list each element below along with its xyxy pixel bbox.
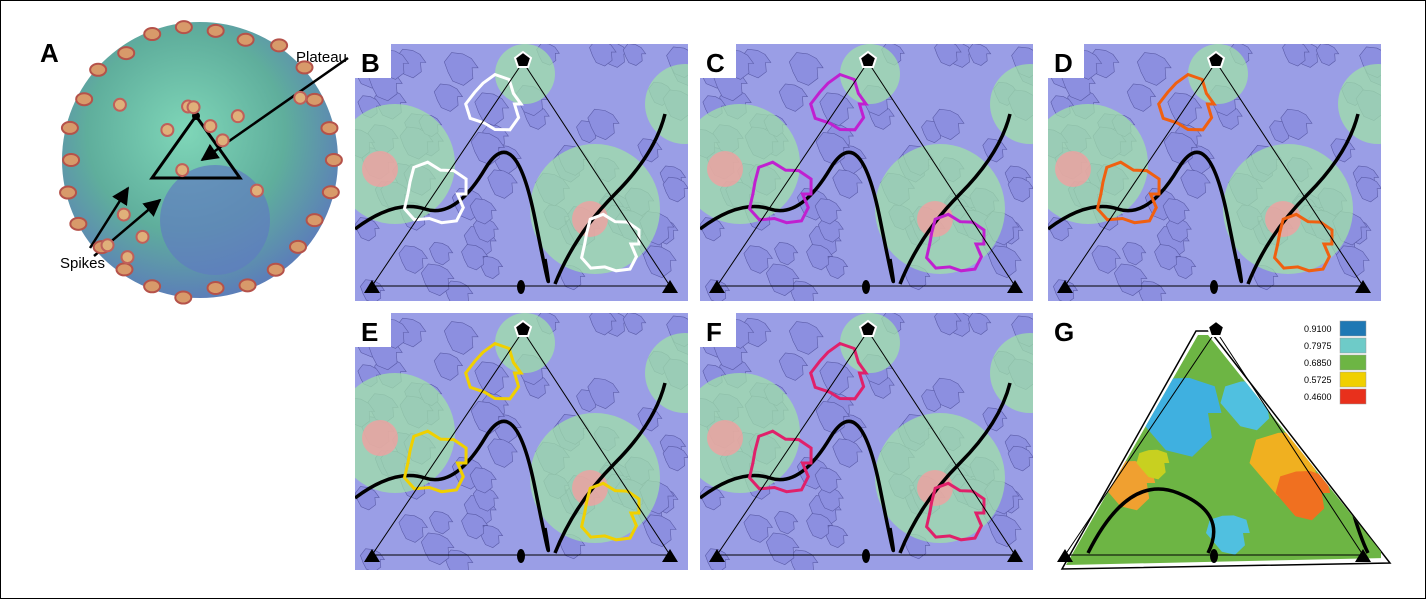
spike (70, 218, 86, 230)
spike (62, 122, 78, 134)
spike (121, 251, 133, 263)
heatmap (1048, 313, 1381, 570)
oval-symbol (862, 549, 870, 563)
legend-swatch (1340, 389, 1366, 404)
pentagon-symbol (1208, 321, 1224, 336)
legend-label: 0.4600 (1304, 392, 1332, 402)
panel-g: G 0.9100 0.7975 0.6850 0.5725 0.4600 (1048, 313, 1390, 570)
legend-label: 0.7975 (1304, 341, 1332, 351)
spike (208, 25, 224, 37)
panel-content (680, 309, 1070, 577)
oval-symbol (1210, 280, 1218, 294)
panel: F (680, 309, 1070, 577)
spike (76, 93, 92, 105)
spike (118, 47, 134, 59)
spike (175, 292, 191, 304)
legend-swatch (1340, 321, 1366, 336)
legend-swatch (1340, 338, 1366, 353)
panel-label: F (706, 317, 722, 347)
spike (208, 282, 224, 294)
panel-label: D (1054, 48, 1073, 78)
panel-label: B (361, 48, 380, 78)
spike (251, 185, 263, 197)
annotation: Spikes (60, 255, 105, 272)
spike (102, 239, 114, 251)
panel-label: A (40, 38, 59, 68)
spike (307, 94, 323, 106)
panel-a: Plateau Spikes A (40, 21, 348, 303)
panel: E (335, 309, 725, 577)
spike (188, 101, 200, 113)
spike (176, 21, 192, 33)
spike (307, 214, 323, 226)
spike (271, 39, 287, 51)
green-region (1338, 64, 1418, 144)
spike (323, 186, 339, 198)
legend-label: 0.9100 (1304, 324, 1332, 334)
spike (290, 241, 306, 253)
oval-symbol (517, 549, 525, 563)
capsid-region (160, 165, 270, 275)
red-region (1055, 151, 1091, 187)
red-region (707, 151, 743, 187)
red-region (362, 151, 398, 187)
oval-symbol (1210, 549, 1218, 563)
red-region (707, 420, 743, 456)
spike (137, 231, 149, 243)
panel-label: E (361, 317, 378, 347)
legend-swatch (1340, 355, 1366, 370)
oval-symbol (517, 280, 525, 294)
spike (63, 154, 79, 166)
panel: D (1028, 40, 1418, 308)
spike (297, 61, 313, 73)
spike (116, 263, 132, 275)
spike (144, 280, 160, 292)
panel: B (335, 40, 725, 308)
spike (321, 122, 337, 134)
panel-label: G (1054, 317, 1074, 347)
panel: C (680, 40, 1070, 308)
spike (90, 64, 106, 76)
panel-content (335, 40, 725, 308)
spike (294, 92, 306, 104)
spike (114, 99, 126, 111)
oval-symbol (862, 280, 870, 294)
spike (144, 28, 160, 40)
spike (268, 264, 284, 276)
spike (60, 187, 76, 199)
panel-label: C (706, 48, 725, 78)
spike (176, 164, 188, 176)
spike (118, 209, 130, 221)
panel-content (335, 309, 725, 577)
spike (204, 120, 216, 132)
figure: Plateau Spikes A B C D E F G 0.9100 0.7975 0.685… (0, 0, 1426, 599)
spike (240, 279, 256, 291)
panel-content (680, 40, 1070, 308)
legend-label: 0.5725 (1304, 375, 1332, 385)
panel-content (1028, 40, 1418, 308)
spike (238, 34, 254, 46)
spike (326, 154, 342, 166)
spike (217, 134, 229, 146)
red-region (362, 420, 398, 456)
spike (161, 124, 173, 136)
legend-label: 0.6850 (1304, 358, 1332, 368)
legend-swatch (1340, 372, 1366, 387)
spike (232, 110, 244, 122)
